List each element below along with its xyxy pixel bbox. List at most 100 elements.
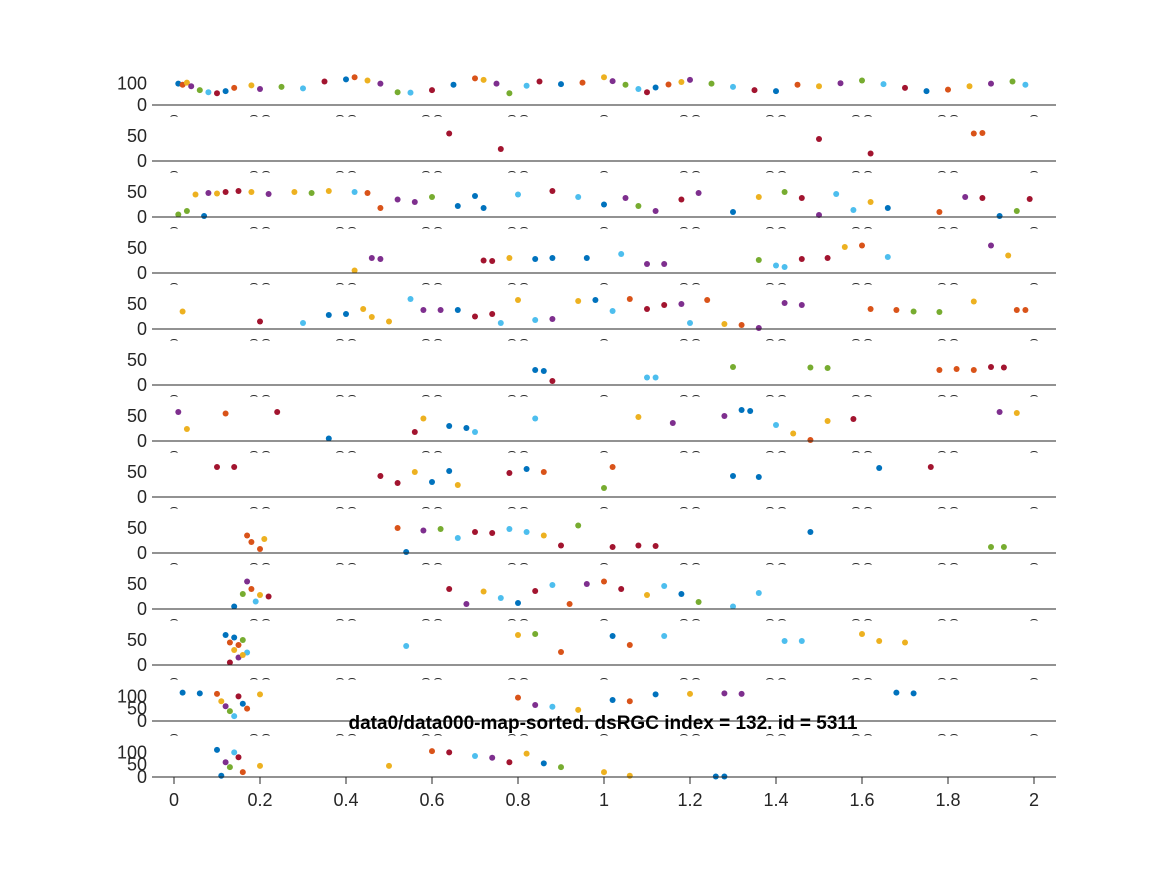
ghost-tick: ⌢	[1030, 275, 1039, 290]
ghost-tick: ⌢ ⌢	[422, 275, 443, 290]
ghost-tick: ⌢	[170, 555, 179, 570]
data-point	[235, 754, 242, 761]
ghost-tick: ⌢ ⌢	[852, 726, 873, 741]
data-point	[876, 465, 883, 471]
data-point	[798, 195, 805, 201]
data-point	[996, 409, 1003, 415]
data-point	[364, 190, 371, 196]
data-point	[480, 205, 487, 211]
data-point	[244, 705, 251, 712]
data-point	[635, 542, 642, 549]
data-point	[601, 769, 607, 776]
data-point	[532, 631, 539, 637]
data-point	[1000, 364, 1007, 371]
data-point	[850, 416, 857, 422]
data-point	[644, 261, 650, 267]
data-point	[687, 690, 693, 697]
data-point	[859, 631, 865, 637]
data-point	[1022, 307, 1029, 313]
data-point	[644, 374, 650, 381]
data-point	[798, 256, 805, 262]
ghost-tick: ⌢ ⌢	[336, 387, 357, 402]
data-point	[231, 749, 238, 756]
data-point	[532, 415, 539, 422]
data-point	[497, 320, 504, 326]
data-point	[446, 468, 453, 474]
ghost-tick: ⌢ ⌢	[766, 555, 787, 570]
data-point	[403, 549, 410, 555]
data-point	[807, 364, 814, 371]
data-point	[902, 84, 908, 91]
data-point	[661, 261, 668, 267]
x-tick-label: 0.4	[333, 790, 358, 810]
ghost-tick: ⌢	[1030, 163, 1039, 178]
ghost-tick: ⌢	[170, 219, 179, 234]
ghost-tick: ⌢	[600, 611, 609, 626]
data-point	[773, 422, 779, 428]
data-point	[257, 318, 263, 325]
data-point	[196, 690, 203, 697]
data-point	[540, 532, 547, 539]
data-point	[635, 414, 642, 420]
data-point	[558, 649, 564, 655]
data-point	[188, 83, 195, 90]
data-point	[695, 190, 702, 196]
data-point	[377, 473, 384, 479]
data-point	[721, 690, 728, 697]
data-point	[407, 89, 414, 96]
y-tick-label: 0	[137, 487, 147, 507]
data-point	[558, 542, 564, 549]
data-point	[411, 199, 418, 205]
data-point	[966, 83, 973, 90]
data-point	[420, 415, 427, 422]
data-point	[884, 254, 891, 260]
data-point	[252, 598, 259, 605]
ghost-tick: ⌢	[600, 726, 609, 741]
ghost-tick: ⌢ ⌢	[680, 107, 701, 122]
data-point	[489, 258, 496, 264]
data-point	[532, 256, 539, 262]
ghost-tick: ⌢ ⌢	[938, 163, 959, 178]
y-tick-label: 0	[137, 151, 147, 171]
data-point	[321, 78, 328, 85]
data-point	[665, 81, 672, 88]
data-point	[583, 255, 590, 261]
ghost-tick: ⌢ ⌢	[852, 499, 873, 514]
x-tick-label: 0.2	[247, 790, 272, 810]
y-tick-label: 0	[137, 207, 147, 227]
data-point	[214, 690, 220, 697]
data-point	[265, 191, 272, 197]
ghost-tick: ⌢ ⌢	[250, 611, 271, 626]
data-point	[239, 769, 246, 776]
data-point	[325, 188, 332, 194]
data-point	[970, 298, 977, 305]
data-point	[824, 418, 831, 424]
data-point	[368, 314, 375, 320]
data-point	[644, 592, 650, 598]
data-point	[192, 191, 199, 198]
data-point	[261, 536, 268, 542]
data-point	[902, 639, 908, 646]
data-point	[179, 689, 186, 696]
data-point	[274, 409, 281, 415]
data-point	[652, 691, 659, 698]
data-point	[214, 464, 220, 470]
ghost-tick: ⌢ ⌢	[250, 555, 271, 570]
data-point	[549, 703, 556, 710]
data-point	[523, 750, 530, 757]
data-point	[231, 647, 238, 653]
data-point	[988, 544, 994, 550]
ghost-tick: ⌢	[170, 107, 179, 122]
ghost-tick: ⌢ ⌢	[680, 670, 701, 685]
data-point	[480, 76, 487, 83]
data-point	[454, 203, 461, 209]
data-point	[183, 426, 190, 432]
ghost-tick: ⌢ ⌢	[336, 726, 357, 741]
data-point	[377, 256, 384, 262]
data-point	[214, 190, 220, 197]
data-point	[609, 464, 616, 470]
data-point	[936, 367, 943, 373]
data-point	[480, 257, 487, 264]
data-point	[446, 749, 453, 756]
y-tick-label: 0	[137, 711, 147, 731]
